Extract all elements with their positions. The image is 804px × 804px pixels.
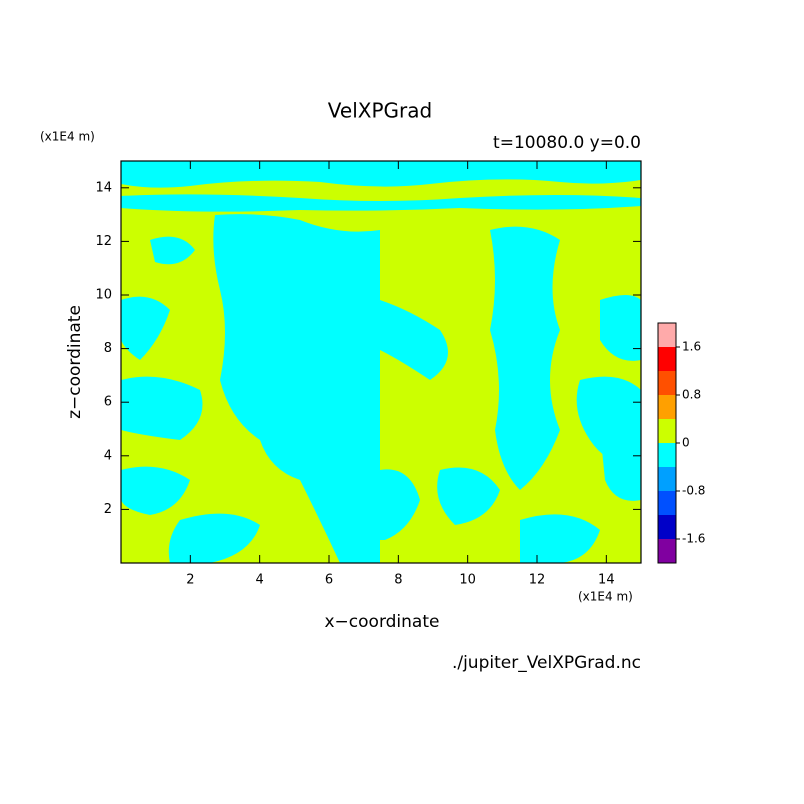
y-tick-label: 6 xyxy=(104,395,112,410)
field-region xyxy=(121,466,190,515)
x-tick-label: 4 xyxy=(256,573,264,588)
field-region xyxy=(168,513,260,563)
field-region xyxy=(437,467,500,525)
colorbar-band xyxy=(658,323,676,347)
source-label: ./jupiter_VelXPGrad.nc xyxy=(452,653,641,673)
field-region xyxy=(600,295,641,361)
x-unit: (x1E4 m) xyxy=(578,590,633,604)
colorbar-tick-label: -0.8 xyxy=(682,484,705,498)
field-region xyxy=(270,280,350,380)
y-tick-label: 2 xyxy=(104,502,112,517)
colorbar-tick-label: -1.6 xyxy=(682,532,705,546)
colorbar-band xyxy=(658,347,676,371)
y-tick-label: 8 xyxy=(104,341,112,356)
field-region xyxy=(600,426,641,501)
colorbar-band xyxy=(658,443,676,467)
field-region xyxy=(121,161,641,188)
colorbar-tick-label: 0.8 xyxy=(682,388,701,402)
field-region xyxy=(121,194,641,212)
field-region xyxy=(213,214,380,563)
field-region xyxy=(520,514,600,563)
y-tick-label: 10 xyxy=(95,288,112,303)
subtitle: t=10080.0 y=0.0 xyxy=(493,133,641,153)
colorbar-band xyxy=(658,419,676,443)
field-region xyxy=(121,296,170,360)
colorbar-tick-label: 1.6 xyxy=(682,340,701,354)
x-tick-label: 10 xyxy=(459,573,476,588)
field-region xyxy=(121,376,203,440)
y-tick-label: 4 xyxy=(104,448,112,463)
colorbar-band xyxy=(658,395,676,419)
x-tick-label: 6 xyxy=(325,573,333,588)
x-tick-label: 2 xyxy=(186,573,194,588)
field-region xyxy=(380,300,448,380)
colorbar-band xyxy=(658,515,676,539)
field-region xyxy=(150,236,195,265)
y-unit: (x1E4 m) xyxy=(40,130,95,144)
colorbar-tick-label: 0 xyxy=(682,436,690,450)
x-tick-label: 12 xyxy=(529,573,546,588)
y-axis-label: z−coordinate xyxy=(65,305,85,419)
x-axis-label: x−coordinate xyxy=(325,612,440,632)
x-tick-label: 14 xyxy=(598,573,615,588)
colorbar-band xyxy=(658,491,676,515)
colorbar-band xyxy=(658,371,676,395)
y-tick-label: 14 xyxy=(95,180,112,195)
field-region xyxy=(490,226,560,490)
plot-frame xyxy=(120,160,642,564)
field-region xyxy=(380,469,420,540)
colorbar-band xyxy=(658,467,676,491)
y-tick-label: 12 xyxy=(95,234,112,249)
field-region xyxy=(250,246,285,276)
contour-field xyxy=(121,161,641,563)
colorbar-band xyxy=(658,539,676,563)
chart-title: VelXPGrad xyxy=(328,99,432,123)
x-tick-label: 8 xyxy=(394,573,402,588)
